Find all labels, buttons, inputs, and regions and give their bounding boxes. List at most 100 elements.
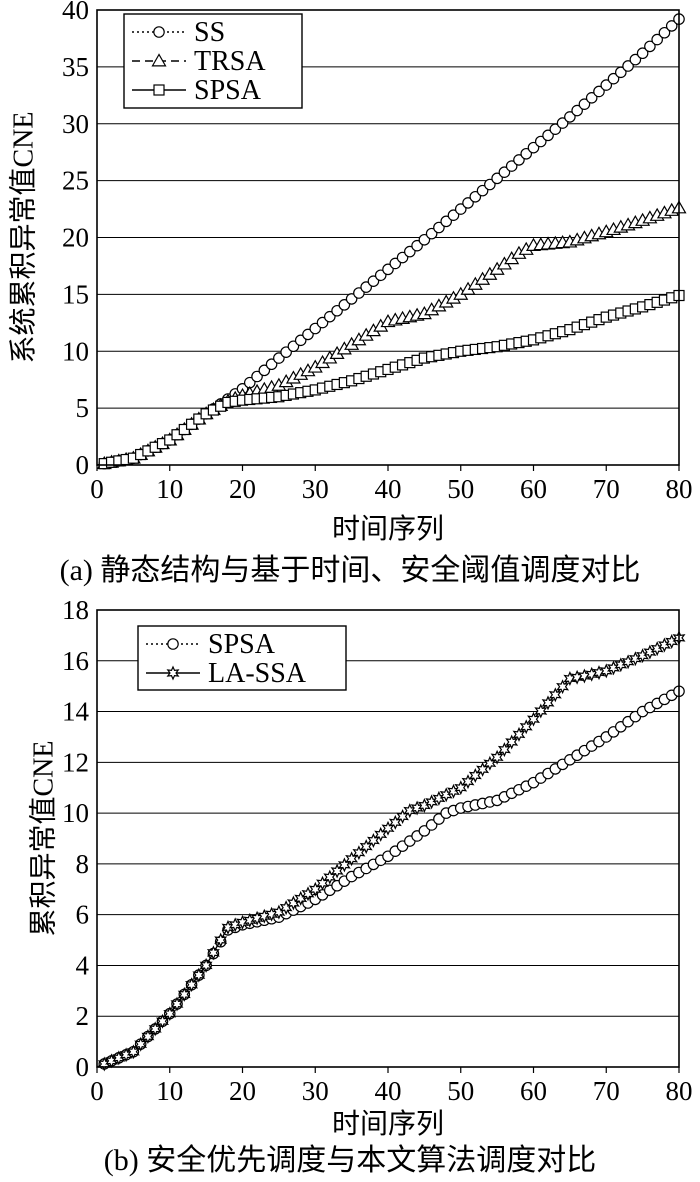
data-point-la-ssa	[163, 1006, 177, 1022]
x-tick-label-a: 20	[229, 474, 256, 504]
y-tick-label-b: 0	[76, 1052, 90, 1082]
y-tick-label-a: 0	[76, 450, 90, 480]
legend-label: SPSA	[194, 75, 262, 106]
data-point-la-ssa	[141, 1029, 155, 1044]
x-tick-label-a: 10	[156, 474, 183, 504]
data-point-ss	[462, 197, 474, 209]
data-point-ss	[491, 172, 503, 185]
data-point-ss	[433, 221, 445, 234]
data-point-la-ssa	[497, 742, 511, 758]
data-point-ss	[476, 184, 489, 197]
data-point-ss	[418, 233, 431, 246]
data-point-la-ssa	[134, 1036, 148, 1052]
data-point-la-ssa	[148, 1021, 162, 1037]
y-tick-label-b: 6	[76, 900, 90, 930]
data-point-ss	[484, 178, 496, 191]
legend-label: LA-SSA	[208, 658, 307, 689]
legend-marker	[167, 638, 179, 650]
y-tick-label-b: 12	[62, 747, 89, 777]
data-point-ss	[644, 40, 656, 53]
data-point-la-ssa	[548, 687, 562, 703]
data-point-ss	[651, 33, 663, 46]
series-spsa-b	[96, 685, 685, 1070]
data-point-ss	[498, 166, 511, 179]
data-point-ss	[571, 104, 583, 117]
legend-label: TRSA	[194, 46, 266, 77]
data-point-la-ssa	[505, 734, 519, 750]
x-tick-label-a: 60	[520, 474, 547, 504]
data-point-la-ssa	[214, 932, 228, 948]
data-point-ss	[622, 60, 634, 72]
data-point-ss	[607, 72, 620, 85]
series-la-ssa-b	[96, 630, 686, 1072]
x-tick-label-b: 10	[156, 1076, 183, 1106]
caption-a: (a) 静态结构与基于时间、安全阈值调度对比	[60, 554, 641, 587]
legend-entry-ss: SS	[132, 17, 225, 48]
x-tick-label-a: 40	[375, 474, 402, 504]
x-tick-label-b: 20	[229, 1076, 256, 1106]
x-tick-label-a: 50	[447, 474, 474, 504]
data-point-la-ssa	[527, 711, 540, 727]
x-tick-label-b: 40	[375, 1076, 402, 1106]
data-point-ss	[549, 123, 562, 136]
data-point-ss	[665, 20, 678, 32]
x-tick-label-b: 30	[302, 1076, 329, 1106]
data-point-la-ssa	[541, 695, 555, 711]
data-point-ss	[629, 53, 642, 66]
y-tick-label-b: 4	[76, 950, 90, 980]
x-axis-label-a: 时间序列	[332, 513, 444, 545]
legend-entry-trsa: TRSA	[132, 46, 266, 77]
legend-entry-spsa: SPSA	[146, 629, 276, 660]
y-tick-label-a: 25	[62, 166, 89, 196]
data-point-ss	[636, 47, 649, 60]
data-point-ss	[454, 203, 467, 215]
legend-marker	[153, 84, 165, 96]
y-tick-label-a: 30	[62, 109, 89, 139]
x-tick-label-b: 60	[520, 1076, 547, 1106]
data-point-ss	[578, 98, 591, 110]
data-point-ss	[425, 227, 438, 240]
x-tick-label-b: 50	[447, 1076, 474, 1106]
data-point-ss	[520, 147, 533, 160]
data-point-la-ssa	[192, 967, 206, 983]
data-point-la-ssa	[512, 726, 526, 742]
data-point-la-ssa	[556, 679, 570, 695]
data-point-ss	[447, 209, 460, 222]
x-axis-label-b: 时间序列	[332, 1108, 444, 1140]
data-point-ss	[658, 26, 671, 39]
data-point-ss	[469, 190, 482, 203]
data-point-la-ssa	[156, 1013, 169, 1029]
x-tick-label-b: 70	[593, 1076, 620, 1106]
legend-label: SS	[194, 17, 225, 48]
x-tick-label-a: 30	[302, 474, 329, 504]
y-tick-label-b: 2	[76, 1001, 90, 1031]
data-point-ss	[585, 92, 598, 104]
data-point-la-ssa	[490, 749, 504, 765]
data-point-la-ssa	[177, 986, 191, 1002]
data-point-ss	[505, 160, 518, 172]
data-point-ss	[593, 85, 605, 98]
y-tick-label-b: 18	[62, 595, 89, 625]
data-point-ss	[564, 111, 576, 123]
data-point-la-ssa	[199, 957, 213, 973]
series-spsa-a	[96, 289, 685, 470]
data-point-ss	[556, 117, 569, 129]
chart-b: 0 2 4 6 8 10 12 14 16 18 0 10 20 30 40 50 60 70 80 时间序列 累…	[27, 595, 692, 1177]
data-point-la-ssa	[170, 996, 184, 1012]
data-point-la-ssa	[126, 1044, 140, 1060]
data-point-la-ssa	[185, 977, 199, 993]
data-point-ss	[600, 79, 613, 91]
data-point-la-ssa	[206, 945, 220, 961]
data-point-ss	[440, 215, 452, 228]
y-tick-label-a: 10	[62, 336, 89, 366]
x-tick-label-b: 80	[666, 1076, 693, 1106]
y-tick-label-b: 10	[62, 798, 89, 828]
legend-marker	[166, 665, 180, 681]
x-tick-label-a: 80	[666, 474, 693, 504]
x-tick-label-b: 0	[90, 1076, 104, 1106]
data-point-ss	[527, 141, 540, 154]
